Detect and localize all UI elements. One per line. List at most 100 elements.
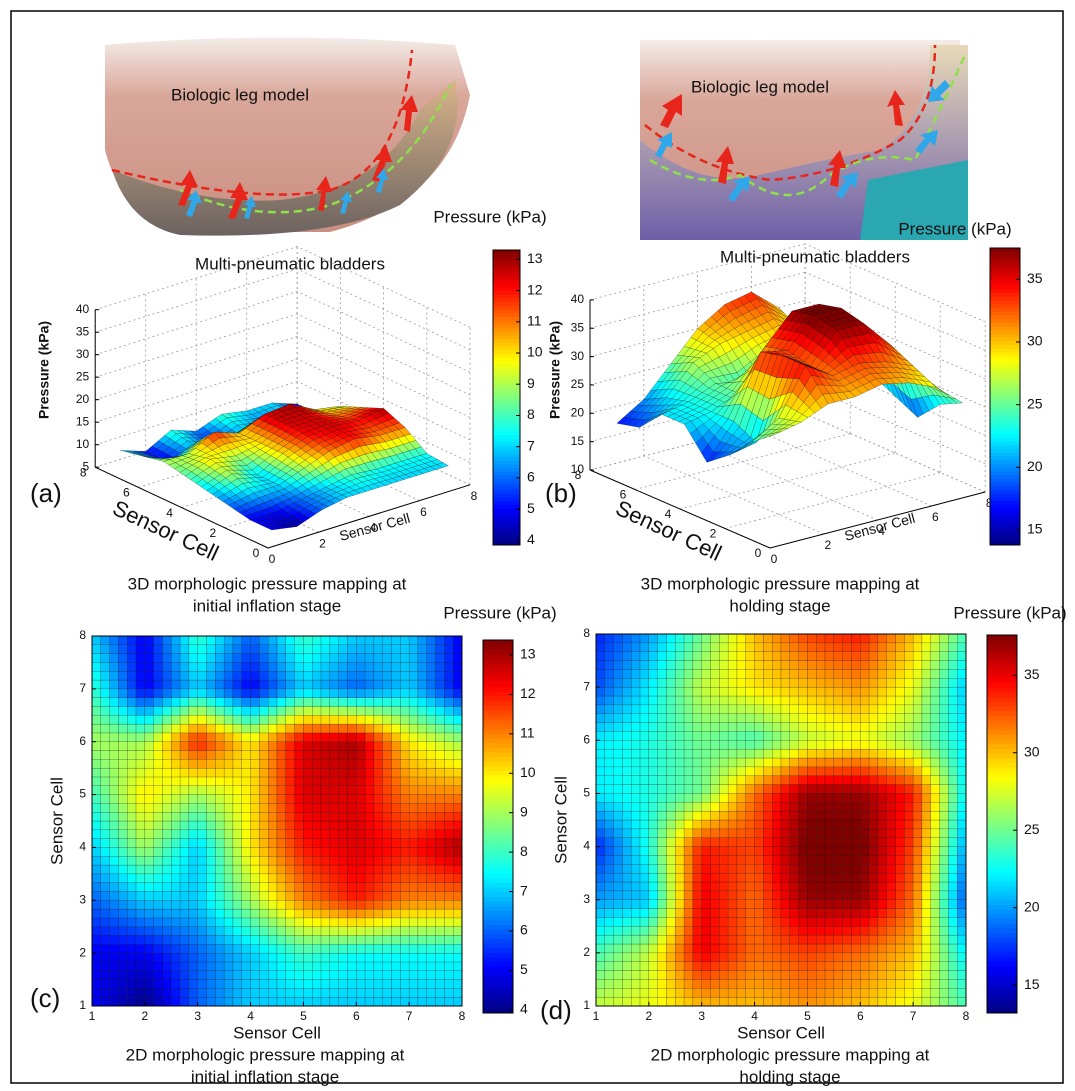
- heat-cell: [347, 759, 357, 769]
- heat-cell: [426, 873, 436, 883]
- heat-cell: [710, 819, 720, 830]
- heat-cell: [886, 819, 896, 830]
- heat-cell: [435, 882, 445, 892]
- heat-cell: [391, 812, 401, 822]
- heat-cell: [692, 740, 702, 750]
- heat-cell: [745, 855, 755, 865]
- heat-cell: [435, 794, 445, 804]
- heat-cell: [824, 926, 835, 936]
- heat-cell: [595, 775, 605, 785]
- heat-cell: [162, 820, 172, 830]
- heat-cell: [109, 856, 119, 866]
- heat-cell: [259, 803, 269, 813]
- heat-cell: [312, 671, 322, 681]
- heat-cell: [347, 653, 357, 663]
- heat-cell: [789, 837, 799, 847]
- heat-cell: [91, 900, 101, 910]
- heat-cell: [683, 740, 694, 750]
- heat-cell: [276, 952, 286, 963]
- heat-cell: [772, 802, 782, 812]
- heat-cell: [426, 900, 436, 910]
- colorbar-strip: [990, 489, 1020, 494]
- heat-cell: [162, 679, 172, 690]
- heat-cell: [259, 671, 269, 681]
- heat-cell: [727, 740, 738, 750]
- colorbar-strip: [493, 430, 520, 435]
- heat-cell: [153, 926, 163, 936]
- heat-cell: [948, 837, 958, 847]
- heat-cell: [338, 644, 348, 654]
- y-tick-label: 8: [79, 628, 86, 642]
- heat-cell: [276, 688, 286, 698]
- colorbar-strip: [493, 415, 520, 421]
- heat-cell: [162, 935, 172, 945]
- heat-cell: [727, 828, 738, 838]
- heat-cell: [701, 837, 711, 847]
- heat-cell: [356, 900, 366, 910]
- heat-cell: [144, 732, 154, 742]
- heat-cell: [939, 952, 949, 962]
- heat-cell: [162, 732, 172, 742]
- heat-cell: [763, 899, 773, 909]
- heat-cell: [259, 697, 269, 707]
- heat-cell: [91, 803, 101, 813]
- heat-cell: [435, 829, 445, 839]
- heat-cell: [453, 979, 463, 989]
- heat-cell: [259, 864, 269, 875]
- heat-cell: [320, 856, 331, 866]
- heat-cell: [338, 750, 348, 760]
- heat-cell: [417, 820, 427, 830]
- heat-cell: [276, 970, 286, 980]
- heat-cell: [595, 926, 605, 936]
- heat-cell: [153, 820, 163, 830]
- heat-cell: [171, 662, 181, 672]
- heat-cell: [329, 679, 339, 690]
- heat-cell: [382, 926, 392, 936]
- heat-cell: [763, 828, 773, 838]
- heat-cell: [127, 812, 137, 822]
- heat-cell: [851, 890, 861, 900]
- heat-cell: [453, 635, 463, 645]
- heat-cell: [895, 890, 905, 900]
- heat-cell: [921, 890, 931, 900]
- colorbar-strip: [990, 355, 1020, 360]
- heat-cell: [338, 908, 348, 919]
- heat-cell: [763, 890, 773, 900]
- heat-cell: [727, 961, 738, 971]
- panel-caption: initial inflation stage: [191, 1067, 339, 1086]
- heat-cell: [886, 926, 896, 936]
- grid-line: [95, 313, 298, 378]
- heat-cell: [109, 697, 119, 707]
- colorbar-strip: [990, 422, 1020, 427]
- heat-cell: [347, 723, 357, 734]
- heat-cell: [153, 988, 163, 998]
- heat-cell: [373, 820, 383, 830]
- heat-cell: [312, 803, 322, 813]
- heat-cell: [417, 732, 427, 742]
- heat-cell: [683, 802, 694, 812]
- heat-cell: [772, 943, 782, 954]
- heat-cell: [921, 952, 931, 962]
- heat-cell: [639, 988, 650, 998]
- heat-cell: [100, 847, 110, 857]
- heat-cell: [320, 838, 331, 848]
- heat-cell: [118, 741, 128, 751]
- heat-cell: [904, 952, 914, 962]
- colorbar-strip: [493, 272, 520, 277]
- heat-cell: [622, 996, 632, 1007]
- heat-cell: [754, 740, 764, 750]
- heat-cell: [144, 988, 154, 998]
- heat-cell: [622, 784, 632, 794]
- heat-cell: [206, 697, 216, 707]
- heat-cell: [153, 767, 163, 778]
- heat-cell: [338, 891, 348, 901]
- colorbar-strip: [990, 322, 1020, 327]
- heat-cell: [754, 810, 764, 821]
- heat-cell: [692, 988, 702, 998]
- heat-cell: [338, 979, 348, 989]
- heat-cell: [400, 856, 410, 866]
- heat-cell: [215, 715, 225, 725]
- heat-cell: [373, 979, 383, 989]
- heat-cell: [453, 970, 463, 980]
- heat-cell: [683, 917, 694, 927]
